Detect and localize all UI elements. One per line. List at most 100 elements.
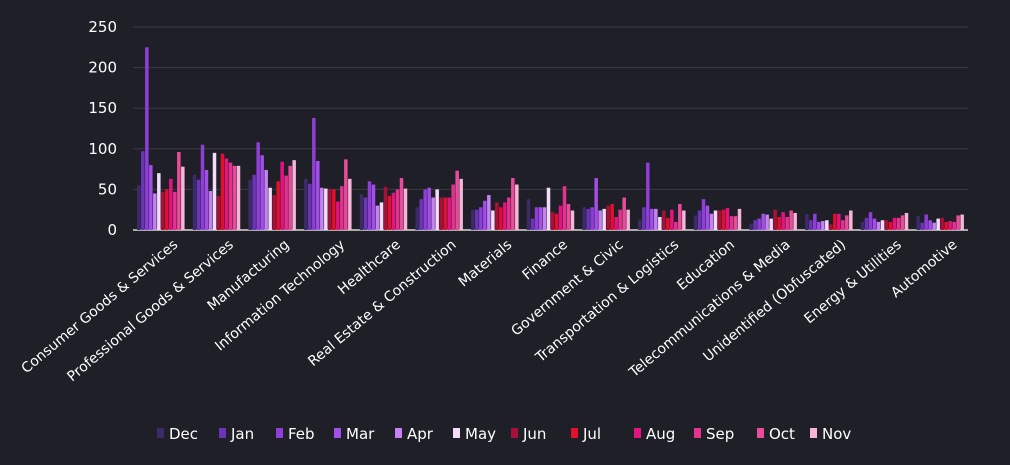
legend-swatch-oct [757, 428, 764, 438]
legend-swatch-apr [395, 428, 402, 438]
bar-oct-6 [511, 178, 515, 230]
bar-feb-4 [367, 181, 372, 230]
bar-sep-13 [896, 217, 901, 230]
bar-oct-10 [733, 216, 738, 230]
bar-apr-5 [431, 197, 435, 230]
bar-jul-4 [387, 195, 392, 230]
bar-feb-6 [479, 207, 483, 230]
bar-nov-8 [626, 209, 630, 230]
bar-nov-11 [793, 212, 797, 230]
bar-feb-7 [534, 207, 539, 230]
bar-jun-4 [383, 186, 388, 230]
legend-swatch-sep [694, 428, 701, 438]
bar-may-5 [435, 189, 439, 230]
bar-apr-12 [821, 221, 825, 230]
legend-swatch-jul [571, 428, 578, 438]
legend: Dec Jan Feb Mar Apr May Jun Jul Aug Sep Oct Nov [157, 425, 851, 443]
bar-sep-4 [395, 189, 400, 230]
legend-label-jun: Jun [522, 425, 546, 443]
bar-sep-11 [785, 217, 789, 230]
bar-mar-4 [371, 184, 376, 230]
bar-oct-0 [177, 152, 181, 230]
bars [137, 47, 964, 230]
bar-may-1 [212, 152, 217, 230]
bar-jul-8 [610, 204, 614, 230]
legend-label-sep: Sep [706, 425, 734, 443]
y-tick-label: 150 [88, 99, 117, 117]
bar-oct-9 [678, 204, 682, 230]
bar-jan-8 [586, 208, 590, 230]
legend-label-mar: Mar [346, 425, 375, 443]
bar-jun-7 [550, 212, 555, 230]
bar-nov-5 [459, 178, 463, 230]
bar-oct-3 [344, 159, 348, 230]
legend-swatch-mar [334, 428, 341, 438]
bar-mar-5 [427, 187, 431, 230]
legend-swatch-nov [810, 428, 817, 438]
bar-aug-12 [837, 213, 841, 230]
bar-may-12 [825, 220, 829, 230]
bar-jan-7 [530, 218, 535, 230]
bar-jan-10 [697, 210, 702, 230]
bar-jun-3 [328, 189, 332, 230]
bar-aug-10 [725, 208, 730, 230]
bar-oct-7 [566, 204, 571, 230]
bar-nov-7 [570, 210, 575, 230]
bar-jan-1 [196, 179, 201, 230]
bar-mar-10 [705, 205, 710, 230]
bar-jul-9 [666, 217, 670, 230]
bar-aug-11 [781, 212, 785, 230]
bar-oct-14 [956, 215, 960, 230]
bar-jun-0 [161, 191, 165, 230]
bar-feb-8 [590, 207, 594, 230]
bar-nov-0 [181, 166, 185, 230]
x-category-label: Energy & Utilities [801, 237, 904, 327]
bar-jun-6 [495, 202, 499, 230]
legend-swatch-dec [157, 428, 164, 438]
legend-label-oct: Oct [769, 425, 795, 443]
bar-may-3 [324, 188, 328, 230]
bar-feb-5 [423, 189, 427, 230]
bar-dec-2 [248, 179, 252, 230]
y-tick-label: 100 [88, 140, 117, 158]
bar-feb-0 [145, 47, 149, 230]
bar-dec-1 [192, 174, 197, 230]
bar-apr-2 [264, 169, 268, 230]
bar-apr-6 [487, 195, 491, 230]
bar-nov-9 [682, 210, 686, 230]
bar-aug-8 [614, 217, 618, 230]
bar-jul-14 [944, 221, 948, 230]
bar-dec-6 [471, 209, 475, 230]
bar-jan-9 [642, 207, 646, 230]
bar-apr-0 [153, 193, 157, 230]
bar-oct-13 [900, 215, 905, 230]
bar-oct-1 [232, 165, 237, 230]
legend-label-nov: Nov [822, 425, 851, 443]
bar-jun-5 [439, 197, 443, 230]
bar-feb-12 [813, 213, 817, 230]
bar-sep-7 [562, 186, 567, 230]
bar-aug-0 [169, 178, 173, 230]
bar-jul-6 [499, 207, 503, 230]
bar-may-4 [379, 202, 384, 230]
bar-oct-4 [399, 178, 404, 230]
bar-feb-10 [701, 199, 706, 230]
legend-label-apr: Apr [407, 425, 434, 443]
bar-apr-7 [542, 207, 547, 230]
bar-mar-7 [538, 207, 543, 230]
bar-feb-1 [200, 144, 205, 230]
bar-apr-11 [765, 214, 769, 230]
bar-sep-6 [507, 197, 511, 230]
bar-jul-2 [276, 181, 280, 230]
bar-may-8 [602, 208, 606, 230]
bar-feb-14 [924, 214, 928, 230]
bar-nov-2 [292, 160, 296, 230]
bar-apr-3 [320, 187, 324, 230]
bar-apr-9 [654, 208, 658, 230]
bar-feb-3 [312, 117, 316, 230]
bar-apr-4 [375, 205, 380, 230]
legend-label-aug: Aug [646, 425, 675, 443]
bar-jul-10 [721, 209, 726, 230]
bar-jun-2 [272, 195, 276, 230]
bar-feb-2 [256, 142, 260, 230]
